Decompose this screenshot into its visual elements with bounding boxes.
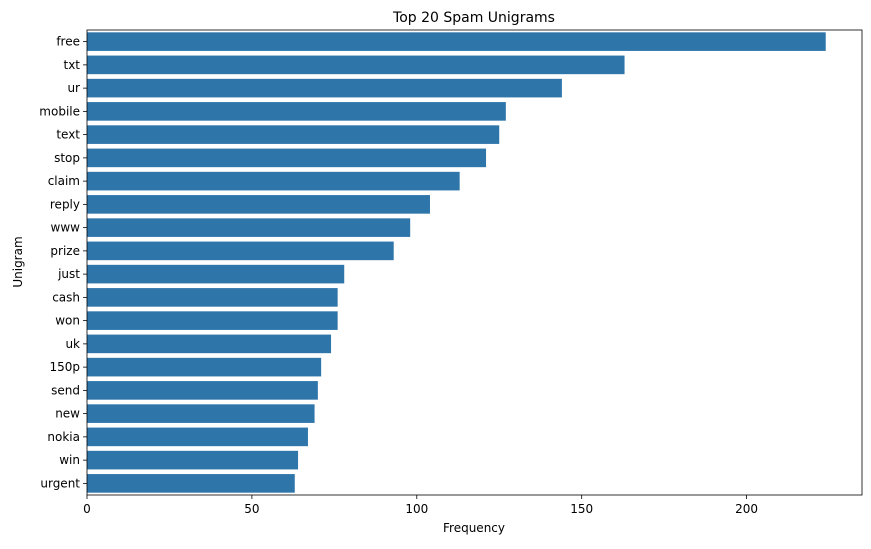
bar-urgent <box>87 474 295 493</box>
bar-win <box>87 450 299 470</box>
bar-txt <box>87 55 625 75</box>
y-tick-label: claim <box>48 174 80 188</box>
bar-prize <box>87 241 394 261</box>
y-tick-label: mobile <box>39 104 80 118</box>
y-tick-label: uk <box>65 337 80 351</box>
y-tick-label: send <box>51 383 80 397</box>
y-tick-label: 150p <box>49 360 80 374</box>
y-tick-label: new <box>55 407 80 421</box>
y-tick-label: reply <box>50 197 80 211</box>
y-tick-label: txt <box>63 58 80 72</box>
bars-layer <box>87 32 826 493</box>
y-tick-label: prize <box>50 244 80 258</box>
y-tick-label: free <box>56 35 80 49</box>
bar-won <box>87 311 338 330</box>
y-tick-label: ur <box>67 81 80 95</box>
bar-stop <box>87 148 487 168</box>
bar-text <box>87 125 500 144</box>
y-tick-label: text <box>56 128 80 142</box>
bar-just <box>87 264 345 284</box>
bar-free <box>87 32 826 51</box>
bar-claim <box>87 171 460 191</box>
bar-150p <box>87 357 322 377</box>
bar-nokia <box>87 427 308 447</box>
chart-title: Top 20 Spam Unigrams <box>392 10 555 26</box>
y-tick-label: nokia <box>47 430 80 444</box>
bar-send <box>87 381 318 400</box>
y-axis-title: Unigram <box>11 236 25 287</box>
bar-mobile <box>87 102 506 121</box>
bar-www <box>87 218 411 237</box>
y-tick-label: stop <box>54 151 80 165</box>
y-tick-label: cash <box>52 290 80 304</box>
y-axis-ticks: free txt ur mobile text stop claim reply www priz… <box>39 35 87 490</box>
plot-frame <box>86 29 863 496</box>
x-tick-label: 100 <box>405 502 428 516</box>
x-tick-label: 150 <box>570 502 593 516</box>
bar-cash <box>87 288 338 307</box>
y-tick-label: win <box>59 453 80 467</box>
bar-uk <box>87 334 332 354</box>
x-tick-label: 50 <box>244 502 259 516</box>
bar-new <box>87 404 315 423</box>
x-tick-label: 200 <box>735 502 758 516</box>
bar-ur <box>87 78 562 98</box>
bar-reply <box>87 195 430 214</box>
y-tick-label: www <box>51 221 81 235</box>
y-tick-label: urgent <box>40 476 80 490</box>
x-axis-title: Frequency <box>443 521 505 535</box>
y-tick-label: just <box>57 267 80 281</box>
x-axis-ticks: 0 50 100 150 200 <box>83 495 758 516</box>
y-tick-label: won <box>55 314 80 328</box>
x-tick-label: 0 <box>83 502 91 516</box>
